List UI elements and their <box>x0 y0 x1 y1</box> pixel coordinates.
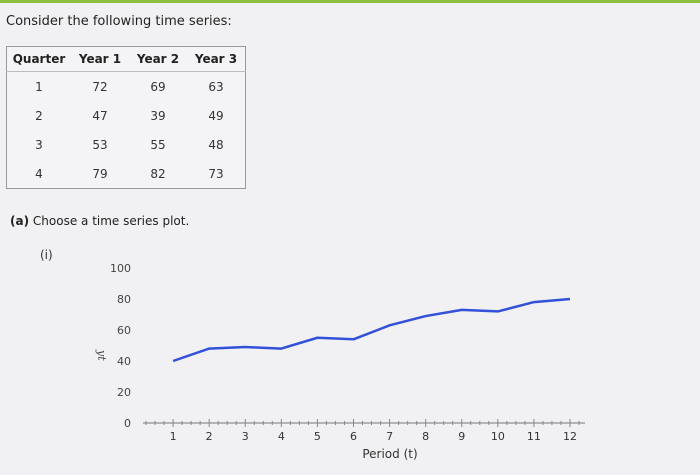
x-tick-label: 9 <box>458 430 465 443</box>
y-tick-label: 100 <box>110 262 131 275</box>
x-tick-label: 11 <box>527 430 541 443</box>
header-year-1: Year 1 <box>71 46 129 72</box>
quarter-cell: 1 <box>6 71 71 101</box>
x-tick-label: 4 <box>278 430 285 443</box>
top-accent-bar <box>0 0 700 3</box>
y-tick-label: 80 <box>117 293 131 306</box>
table-row: 3 53 55 48 <box>6 130 246 159</box>
y-tick-label: 60 <box>117 324 131 337</box>
y-axis-ticks: 0 20 40 60 80 100 <box>110 262 131 430</box>
value-cell: 53 <box>92 137 108 152</box>
table-header-row: Quarter Year 1 Year 2 Year 3 <box>6 46 246 72</box>
y-tick-label: 0 <box>124 417 131 430</box>
x-axis-label: Period (t) <box>362 447 417 461</box>
value-cell: 73 <box>187 159 246 189</box>
header-year-2: Year 2 <box>129 46 187 72</box>
x-tick-label: 10 <box>491 430 505 443</box>
question-text: Choose a time series plot. <box>32 214 190 228</box>
value-cell: 69 <box>150 79 166 94</box>
y-tick-label: 20 <box>117 386 131 399</box>
quarter-cell: 2 <box>6 101 71 130</box>
header-year-3: Year 3 <box>187 46 246 72</box>
table-row: 1 72 69 63 <box>6 71 246 101</box>
value-cell: 39 <box>150 108 166 123</box>
x-tick-label: 3 <box>242 430 249 443</box>
x-tick-label: 7 <box>386 430 393 443</box>
quarter-cell: 4 <box>6 159 71 189</box>
y-axis-label: yt <box>95 349 108 361</box>
table-row: 4 79 82 73 <box>6 159 246 189</box>
x-tick-label: 2 <box>206 430 213 443</box>
quarter-cell: 3 <box>6 130 71 159</box>
x-axis-minor-ticks <box>145 419 580 427</box>
x-tick-label: 6 <box>350 430 357 443</box>
question-a: (a) Choose a time series plot. <box>10 214 189 228</box>
value-cell: 55 <box>150 137 166 152</box>
value-cell: 49 <box>187 101 246 130</box>
x-tick-label: 8 <box>422 430 429 443</box>
time-series-table: Quarter Year 1 Year 2 Year 3 1 72 69 63 … <box>6 46 246 189</box>
y-tick-label: 40 <box>117 355 131 368</box>
x-tick-label: 5 <box>314 430 321 443</box>
intro-text: Consider the following time series: <box>6 14 232 29</box>
value-cell: 47 <box>92 108 108 123</box>
x-axis-ticks: 1 2 3 4 5 6 7 8 9 10 11 12 <box>170 430 577 443</box>
value-cell: 79 <box>92 166 108 181</box>
x-tick-label: 12 <box>563 430 577 443</box>
value-cell: 48 <box>187 130 246 159</box>
series-line <box>172 297 571 363</box>
question-part-label: (a) <box>10 214 30 228</box>
value-cell: 82 <box>150 166 166 181</box>
x-tick-label: 1 <box>170 430 177 443</box>
header-quarter: Quarter <box>6 46 71 72</box>
value-cell: 63 <box>187 71 246 101</box>
value-cell: 72 <box>92 79 108 94</box>
table-row: 2 47 39 49 <box>6 101 246 130</box>
option-label-i[interactable]: (i) <box>40 248 53 262</box>
